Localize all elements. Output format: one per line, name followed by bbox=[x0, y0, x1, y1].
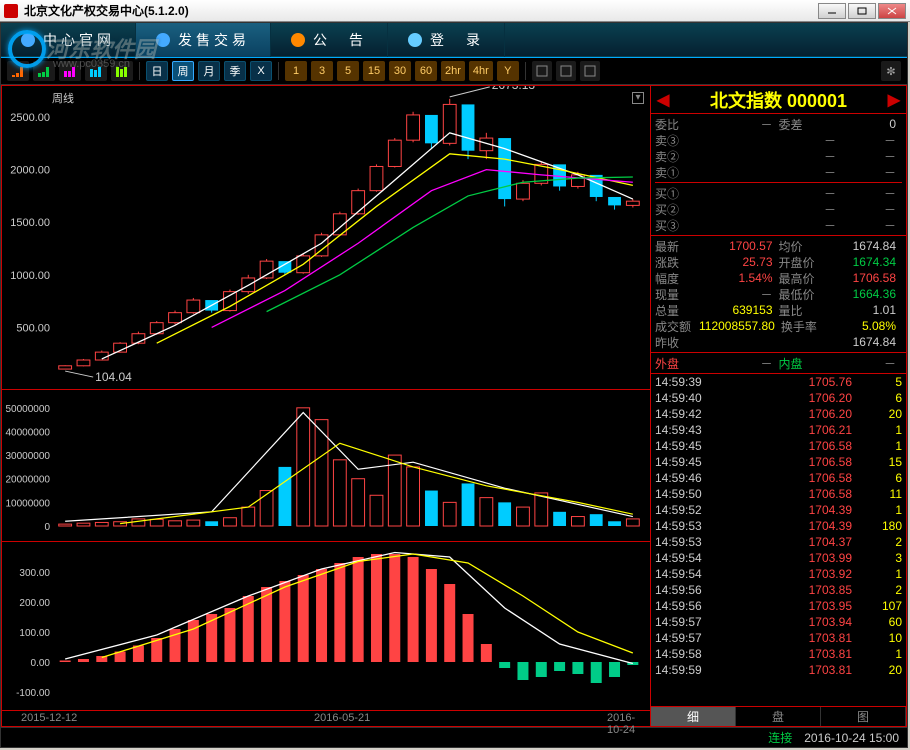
svg-text:2673.13: 2673.13 bbox=[492, 86, 536, 92]
close-button[interactable] bbox=[878, 3, 906, 19]
add-icon[interactable] bbox=[532, 61, 552, 81]
tick-row: 14:59:531704.39180 bbox=[655, 518, 902, 534]
window-title: 北京文化产权交易中心(5.1.2.0) bbox=[24, 2, 818, 19]
quote-tab-1[interactable]: 盘 bbox=[736, 707, 821, 726]
svg-text:1500.00: 1500.00 bbox=[10, 217, 50, 229]
chart-type-2[interactable] bbox=[59, 61, 81, 81]
svg-text:0: 0 bbox=[44, 522, 50, 530]
tick-row: 14:59:561703.852 bbox=[655, 582, 902, 598]
tick-row: 14:59:451706.581 bbox=[655, 438, 902, 454]
svg-text:300.00: 300.00 bbox=[19, 568, 50, 579]
symbol-code: 000001 bbox=[787, 91, 847, 111]
svg-text:30000000: 30000000 bbox=[6, 451, 51, 462]
interval-2hr[interactable]: 2hr bbox=[441, 61, 465, 81]
tick-row: 14:59:581703.811 bbox=[655, 646, 902, 662]
inner-outer: 外盘－内盘－ bbox=[651, 353, 906, 374]
menu-item-3[interactable]: 登 录 bbox=[388, 23, 505, 57]
quote-fields: 最新1700.57均价1674.84涨跌25.73开盘价1674.34幅度1.5… bbox=[651, 236, 906, 353]
prev-symbol-icon[interactable]: ◀ bbox=[657, 90, 669, 110]
svg-text:2000.00: 2000.00 bbox=[10, 165, 50, 177]
quote-tab-0[interactable]: 细 bbox=[651, 707, 736, 726]
chart-type-0[interactable] bbox=[7, 61, 29, 81]
svg-text:1000.00: 1000.00 bbox=[10, 270, 50, 282]
quote-tabs: 细盘图 bbox=[651, 706, 906, 726]
svg-text:500.00: 500.00 bbox=[16, 322, 50, 334]
tick-row: 14:59:451706.5815 bbox=[655, 454, 902, 470]
tick-row: 14:59:521704.391 bbox=[655, 502, 902, 518]
svg-text:0.00: 0.00 bbox=[31, 658, 51, 669]
tick-row: 14:59:461706.586 bbox=[655, 470, 902, 486]
app-icon bbox=[4, 4, 18, 18]
svg-text:10000000: 10000000 bbox=[6, 498, 51, 509]
svg-text:20000000: 20000000 bbox=[6, 474, 51, 485]
period-季[interactable]: 季 bbox=[224, 61, 246, 81]
quote-panel: ◀ 北文指数 000001 ▶ 委比－委差0卖③－－卖②－－卖①－－买①－－买②… bbox=[651, 85, 907, 727]
tick-row: 14:59:561703.95107 bbox=[655, 598, 902, 614]
maximize-button[interactable] bbox=[848, 3, 876, 19]
interval-5[interactable]: 5 bbox=[337, 61, 359, 81]
chart-menu-icon[interactable]: ▾ bbox=[632, 92, 644, 104]
tick-row: 14:59:591703.8120 bbox=[655, 662, 902, 678]
symbol-name: 北文指数 bbox=[710, 91, 782, 111]
menubar: 中心官网发售交易公 告登 录 bbox=[1, 23, 907, 57]
tick-row: 14:59:431706.211 bbox=[655, 422, 902, 438]
interval-30[interactable]: 30 bbox=[389, 61, 411, 81]
interval-60[interactable]: 60 bbox=[415, 61, 437, 81]
next-symbol-icon[interactable]: ▶ bbox=[888, 90, 900, 110]
chart-area[interactable]: 周线 2500.002000.001500.001000.00500.00267… bbox=[1, 85, 651, 727]
window-controls bbox=[818, 3, 906, 19]
svg-text:100.00: 100.00 bbox=[19, 628, 50, 639]
period-X[interactable]: X bbox=[250, 61, 272, 81]
quote-tab-2[interactable]: 图 bbox=[821, 707, 906, 726]
tick-row: 14:59:391705.765 bbox=[655, 374, 902, 390]
interval-4hr[interactable]: 4hr bbox=[469, 61, 493, 81]
svg-text:40000000: 40000000 bbox=[6, 427, 51, 438]
svg-text:50000000: 50000000 bbox=[6, 403, 51, 414]
tick-row: 14:59:421706.2020 bbox=[655, 406, 902, 422]
statusbar: 连接 2016-10-24 15:00 bbox=[1, 727, 907, 747]
menu-icon[interactable] bbox=[580, 61, 600, 81]
tick-list: 14:59:391705.76514:59:401706.20614:59:42… bbox=[651, 374, 906, 706]
period-月[interactable]: 月 bbox=[198, 61, 220, 81]
list-icon[interactable] bbox=[556, 61, 576, 81]
period-周[interactable]: 周 bbox=[172, 61, 194, 81]
svg-text:-100.00: -100.00 bbox=[16, 688, 50, 699]
svg-text:2500.00: 2500.00 bbox=[10, 112, 50, 124]
connection-status[interactable]: 连接 bbox=[768, 729, 792, 746]
tick-row: 14:59:531704.372 bbox=[655, 534, 902, 550]
titlebar: 北京文化产权交易中心(5.1.2.0) bbox=[0, 0, 910, 22]
menu-item-2[interactable]: 公 告 bbox=[271, 23, 388, 57]
interval-15[interactable]: 15 bbox=[363, 61, 385, 81]
interval-3[interactable]: 3 bbox=[311, 61, 333, 81]
tick-row: 14:59:571703.9460 bbox=[655, 614, 902, 630]
orderbook: 委比－委差0卖③－－卖②－－卖①－－买①－－买②－－买③－－ bbox=[651, 114, 906, 236]
interval-Y[interactable]: Y bbox=[497, 61, 519, 81]
menu-item-0[interactable]: 中心官网 bbox=[1, 23, 136, 57]
menu-item-1[interactable]: 发售交易 bbox=[136, 23, 271, 57]
tick-row: 14:59:501706.5811 bbox=[655, 486, 902, 502]
tick-row: 14:59:401706.206 bbox=[655, 390, 902, 406]
svg-text:104.04: 104.04 bbox=[95, 370, 132, 384]
tick-row: 14:59:541703.993 bbox=[655, 550, 902, 566]
interval-1[interactable]: 1 bbox=[285, 61, 307, 81]
period-日[interactable]: 日 bbox=[146, 61, 168, 81]
status-datetime: 2016-10-24 15:00 bbox=[804, 731, 899, 745]
chart-type-1[interactable] bbox=[33, 61, 55, 81]
chart-type-3[interactable] bbox=[85, 61, 107, 81]
toolbar: 日周月季X1351530602hr4hrY ✼ bbox=[1, 57, 907, 85]
tick-row: 14:59:541703.921 bbox=[655, 566, 902, 582]
quote-title: ◀ 北文指数 000001 ▶ bbox=[651, 86, 906, 114]
gear-icon[interactable]: ✼ bbox=[881, 61, 901, 81]
svg-text:200.00: 200.00 bbox=[19, 598, 50, 609]
tick-row: 14:59:571703.8110 bbox=[655, 630, 902, 646]
chart-type-4[interactable] bbox=[111, 61, 133, 81]
minimize-button[interactable] bbox=[818, 3, 846, 19]
